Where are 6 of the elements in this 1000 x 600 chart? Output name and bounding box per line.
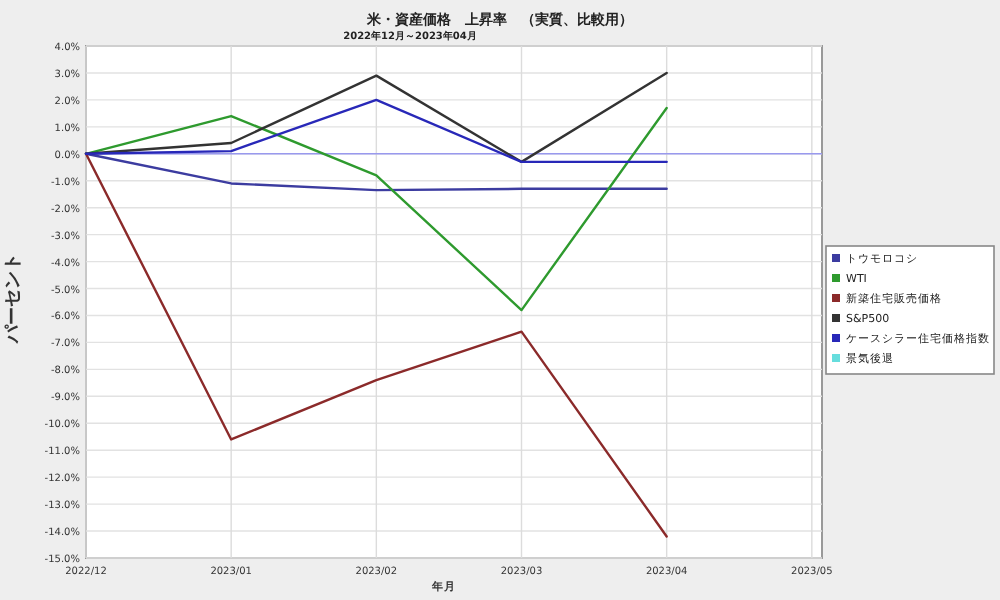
- line-series: [84, 71, 668, 164]
- line-series: [84, 152, 668, 192]
- y-axis-title: パーセント: [4, 253, 24, 345]
- line-series: [84, 106, 668, 312]
- line-series: [84, 152, 668, 538]
- line-series: [84, 98, 668, 164]
